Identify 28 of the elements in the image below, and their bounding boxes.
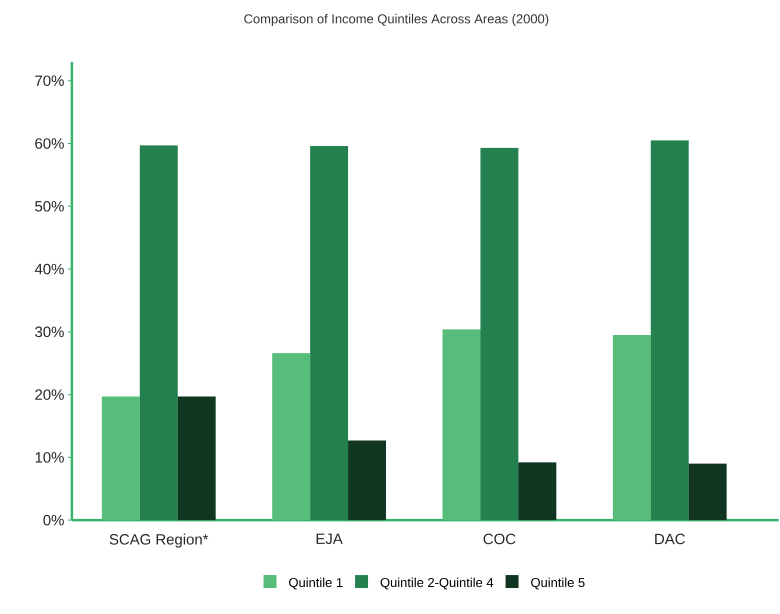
y-tick-label: 70% [35,75,64,86]
bar [102,396,140,520]
bar [272,353,310,520]
legend-label: Quintile 2-Quintile 4 [380,578,494,590]
x-tick-label: EJA [316,534,343,544]
bar [348,440,386,520]
y-tick-label: 40% [34,264,64,274]
legend-label: Quintile 5 [531,578,585,590]
bar [612,334,651,520]
x-tick-label: COC [484,534,516,544]
x-tick-label: DAC [655,534,685,544]
y-tick-label: 50% [35,201,64,212]
x-tick-label: SCAG Region* [110,534,208,548]
bar [650,140,689,520]
bar [518,462,556,520]
bar [178,396,216,520]
bar [442,329,480,520]
bar [140,145,178,520]
bar [480,148,518,520]
chart-title: Comparison of Income Quintiles Across Areas (2000) [244,14,548,26]
bar [688,464,727,520]
y-tick-label: 10% [36,452,64,463]
y-tick-label: 30% [35,326,64,338]
legend-label: Quintile 1 [289,578,342,590]
y-tick-label: 20% [35,389,64,400]
bar [310,146,348,520]
y-tick-label: 0% [43,514,64,526]
y-tick-label: 60% [35,138,64,149]
